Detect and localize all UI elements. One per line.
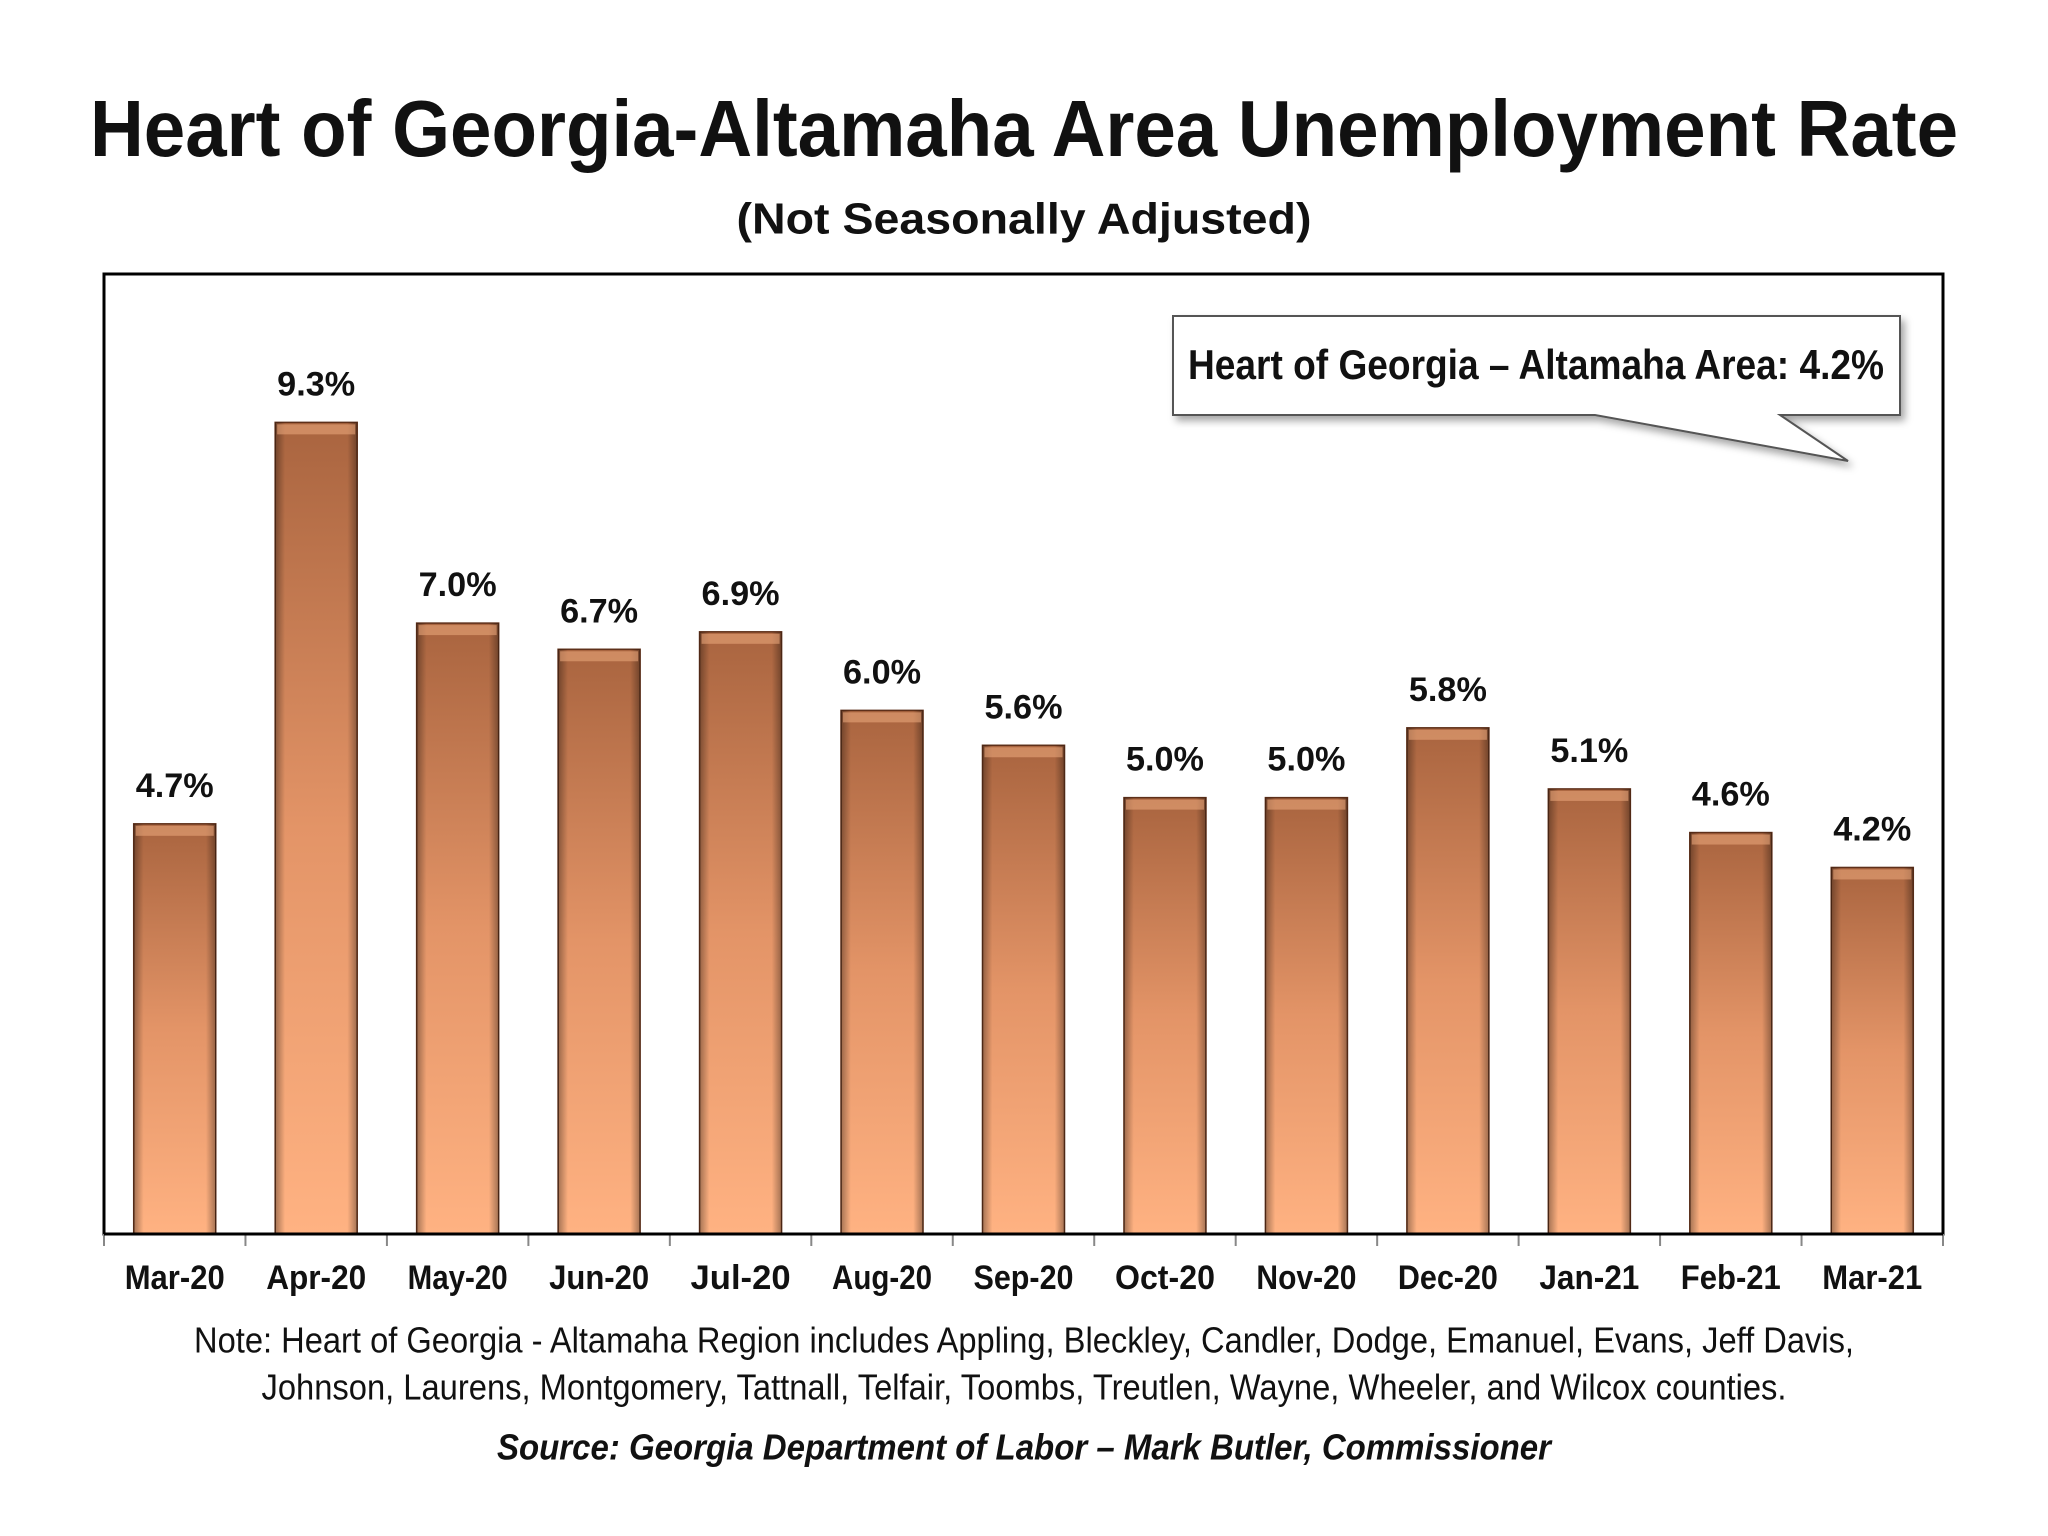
bar-bevel [701, 633, 780, 644]
bar [274, 421, 358, 1235]
x-tick-label: Oct-20 [1115, 1259, 1215, 1297]
bars: Mar-20 4.7% Apr-20 9.3% May-20 7.0% Jun-20 6.7%… [103, 365, 1944, 1297]
x-tick-label: Mar-20 [125, 1259, 225, 1297]
bar-bevel [1833, 869, 1912, 880]
value-label: 5.8% [1409, 671, 1487, 709]
bar [1406, 727, 1490, 1235]
x-tick-label: Jan-21 [1539, 1259, 1639, 1297]
bar [415, 622, 500, 1235]
bar [132, 823, 217, 1235]
x-tick-label: Dec-20 [1398, 1259, 1498, 1297]
value-label: 6.0% [843, 653, 921, 691]
value-label: 4.2% [1833, 810, 1911, 848]
bar-bevel [1267, 799, 1346, 810]
x-tick-label: Sep-20 [974, 1259, 1074, 1297]
callout-box [1172, 315, 1901, 462]
x-tick-label: Mar-21 [1822, 1259, 1922, 1297]
value-label: 6.7% [560, 592, 638, 630]
bar [840, 709, 924, 1235]
bar-bevel [1550, 790, 1629, 801]
x-tick-label: Feb-21 [1681, 1259, 1781, 1297]
note-line: Johnson, Laurens, Montgomery, Tattnall, … [262, 1367, 1787, 1408]
value-label: 5.6% [985, 688, 1063, 726]
x-tick-label: Aug-20 [832, 1259, 932, 1297]
chart-title: Heart of Georgia-Altamaha Area Unemploym… [90, 84, 1958, 173]
x-tick-label: May-20 [408, 1259, 508, 1297]
source: Source: Georgia Department of Labor – Ma… [497, 1427, 1553, 1468]
chart-subtitle: (Not Seasonally Adjusted) [737, 195, 1312, 244]
value-label: 6.9% [702, 575, 780, 613]
value-label: 5.0% [1126, 741, 1204, 779]
value-label: 5.0% [1267, 741, 1345, 779]
value-label: 5.1% [1550, 732, 1628, 770]
bar [1547, 788, 1632, 1235]
bar [1123, 796, 1207, 1235]
bar-bevel [135, 825, 214, 836]
note-line: Note: Heart of Georgia - Altamaha Region… [194, 1320, 1854, 1361]
value-label: 4.7% [136, 767, 214, 805]
callout [1172, 315, 1901, 462]
x-tick-label: Apr-20 [266, 1259, 366, 1297]
x-tick-label: Nov-20 [1256, 1259, 1356, 1297]
bar-bevel [843, 712, 922, 723]
bar-bevel [418, 625, 497, 636]
value-label: 4.6% [1692, 776, 1770, 814]
bar [1264, 796, 1349, 1235]
x-tick-label: Jun-20 [549, 1259, 649, 1297]
x-tick-label: Jul-20 [691, 1259, 791, 1297]
bar-bevel [1408, 729, 1487, 740]
bar [557, 648, 641, 1235]
bar-bevel [1125, 799, 1204, 810]
bar [981, 744, 1066, 1235]
value-label: 7.0% [419, 566, 497, 604]
bar-bevel [277, 424, 356, 435]
bar [698, 631, 783, 1235]
bar-bevel [560, 651, 639, 662]
callout-text: Heart of Georgia – Altamaha Area: 4.2% [1188, 341, 1884, 388]
value-label: 9.3% [277, 365, 355, 403]
bar [1689, 831, 1773, 1235]
bar-bevel [984, 747, 1063, 758]
bar [1830, 866, 1915, 1235]
bar-bevel [1691, 834, 1770, 845]
